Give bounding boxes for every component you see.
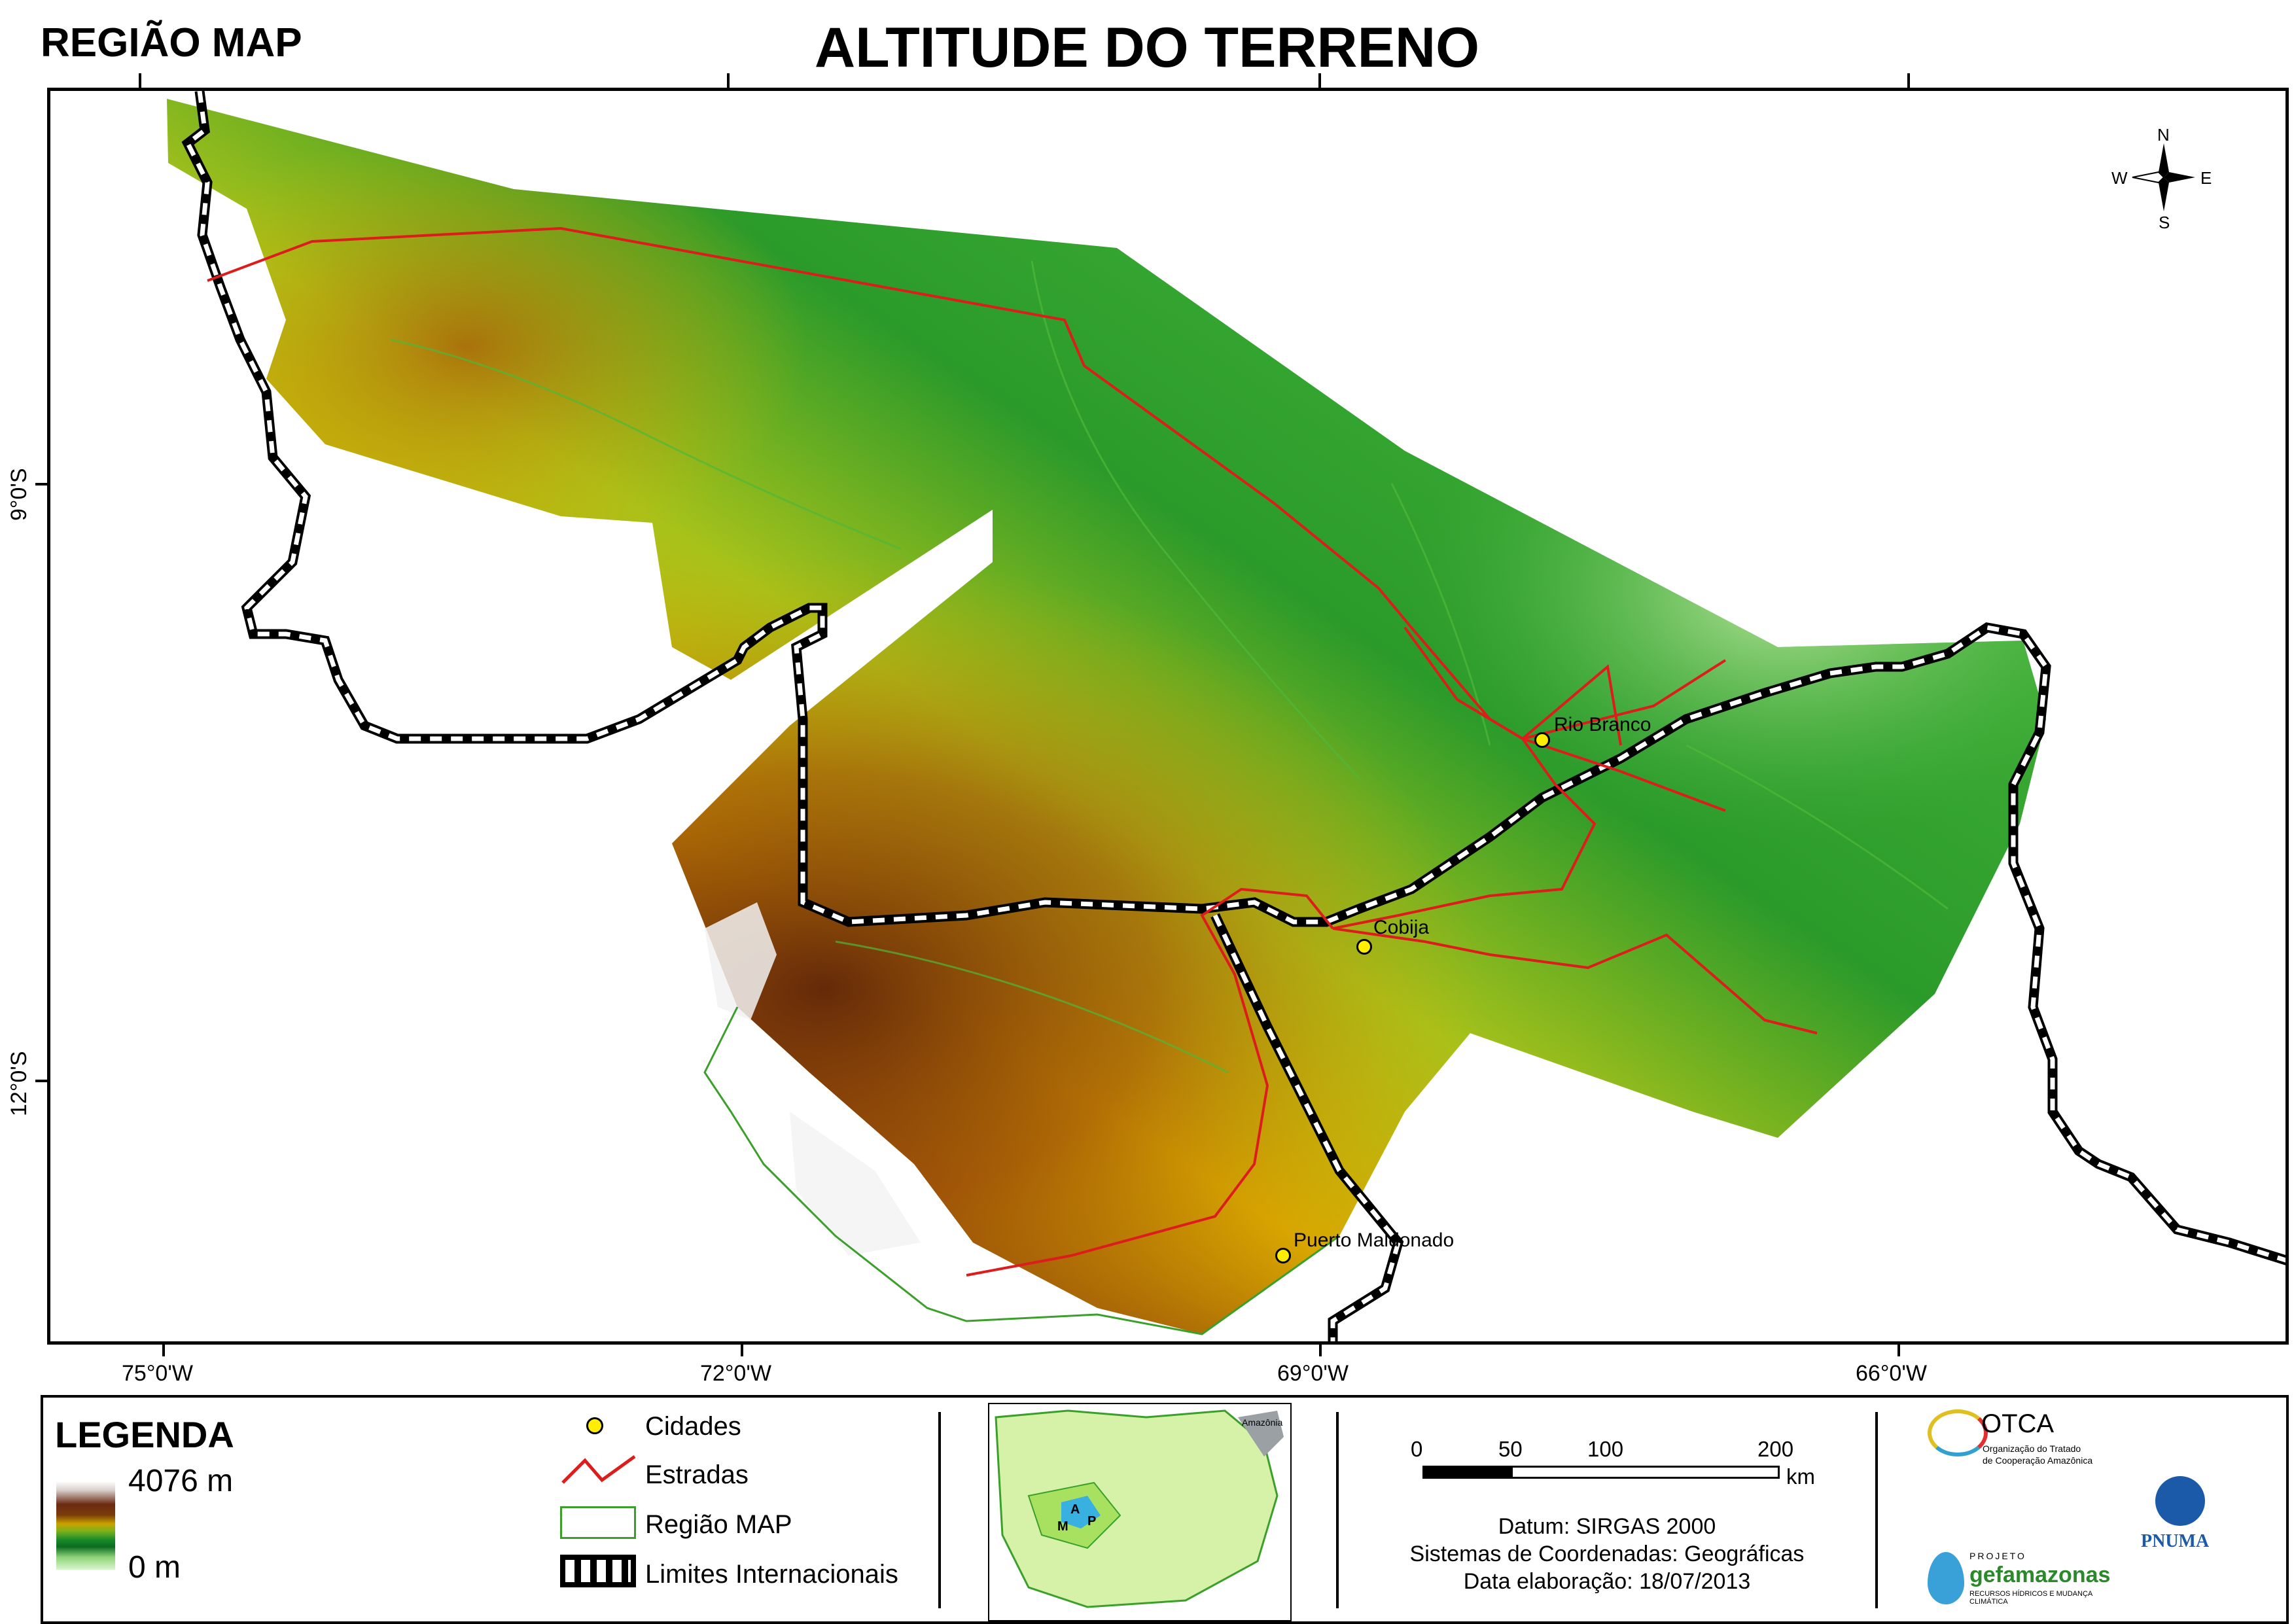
bottom-tick xyxy=(162,1345,165,1356)
top-tick xyxy=(727,73,730,88)
inset-letter-a: A xyxy=(1070,1502,1080,1517)
gef-drop-icon xyxy=(1928,1552,1964,1604)
bottom-tick xyxy=(741,1345,743,1356)
scale-label-100: 100 xyxy=(1587,1437,1624,1461)
compass-icon xyxy=(2132,143,2195,211)
legend-divider xyxy=(938,1412,941,1608)
otca-sub2: de Cooperação Amazônica xyxy=(1983,1455,2093,1466)
ramp-high-label: 4076 m xyxy=(128,1464,234,1498)
legend-divider xyxy=(1336,1412,1339,1608)
pnuma-logo: PNUMA xyxy=(2137,1476,2229,1555)
lat-label-12s: 12°0'S xyxy=(7,1051,31,1117)
top-tick xyxy=(1318,73,1321,88)
scale-label-0: 0 xyxy=(1411,1437,1423,1461)
region-title: REGIÃO MAP xyxy=(41,20,302,65)
legend-item-limites: Limites Internacionais xyxy=(645,1560,898,1589)
top-tick xyxy=(139,73,141,88)
otca-emblem-icon xyxy=(1928,1409,1988,1456)
scale-label-50: 50 xyxy=(1498,1437,1523,1461)
un-emblem-icon xyxy=(2155,1476,2205,1526)
legend-item-regiao-map: Região MAP xyxy=(645,1510,792,1539)
scale-label-200: 200 xyxy=(1757,1437,1794,1461)
lat-label-9s: 9°0'S xyxy=(7,468,31,521)
crs-text: Sistemas de Coordenadas: Geográficas xyxy=(1409,1542,1805,1566)
north-arrow: N S W E xyxy=(2111,125,2212,232)
city-label-rio-branco: Rio Branco xyxy=(1554,714,1651,735)
scale-bar xyxy=(1422,1466,1780,1479)
gef-top: PROJETO xyxy=(1969,1551,2026,1561)
legend-item-estradas: Estradas xyxy=(645,1460,749,1489)
ramp-low-label: 0 m xyxy=(128,1550,181,1585)
roads xyxy=(207,226,1818,1277)
gef-name: gefamazonas xyxy=(1969,1562,2111,1587)
eastern-lowlands xyxy=(167,99,2046,1334)
otca-sub1: Organização do Tratado xyxy=(1983,1443,2081,1454)
bottom-tick xyxy=(1897,1345,1900,1356)
gef-sub: RECURSOS HÍDRICOS E MUDANÇA CLIMÁTICA xyxy=(1969,1590,2092,1606)
otca-name: OTCA xyxy=(1981,1409,2055,1438)
snow-peaks xyxy=(705,902,777,1020)
legend-item-cidades: Cidades xyxy=(645,1412,741,1441)
city-marker-puerto-maldonado[interactable] xyxy=(1275,1248,1291,1263)
border-line-icon xyxy=(560,1555,636,1587)
scale-unit: km xyxy=(1786,1464,1815,1489)
inset-letter-m: M xyxy=(1057,1519,1068,1534)
legend-panel: LEGENDA 4076 m 0 m Cidades Estradas Regi… xyxy=(41,1395,2289,1624)
elevation-map[interactable] xyxy=(50,91,2289,1345)
legend-divider xyxy=(1875,1412,1878,1608)
region-box-icon xyxy=(560,1506,636,1539)
lon-label-69w: 69°0'W xyxy=(1277,1361,1349,1386)
left-tick xyxy=(35,483,47,485)
lon-label-72w: 72°0'W xyxy=(700,1361,771,1386)
top-tick xyxy=(1907,73,1910,88)
elevation-ramp xyxy=(56,1481,115,1570)
date-text: Data elaboração: 18/07/2013 xyxy=(1463,1569,1751,1594)
inset-map: Amazônia A M P xyxy=(988,1403,1292,1621)
map-frame[interactable]: Rio Branco Cobija Puerto Maldonado N S W… xyxy=(47,88,2289,1345)
compass-e: E xyxy=(2200,168,2212,188)
page-title: ALTITUDE DO TERRENO xyxy=(814,16,1480,79)
map-metadata: Datum: SIRGAS 2000 Sistemas de Coordenad… xyxy=(1391,1513,1823,1595)
legend-title: LEGENDA xyxy=(55,1414,234,1455)
pnuma-text: PNUMA xyxy=(2141,1531,2210,1551)
snow-peaks xyxy=(790,1112,921,1256)
inset-letter-p: P xyxy=(1087,1514,1097,1528)
compass-w: W xyxy=(2111,168,2128,188)
bottom-tick xyxy=(1319,1345,1322,1356)
gef-logo: PROJETO gefamazonas RECURSOS HÍDRICOS E … xyxy=(1928,1549,2124,1615)
region-map-outline xyxy=(703,1006,1340,1335)
datum-text: Datum: SIRGAS 2000 xyxy=(1498,1514,1716,1539)
lon-label-75w: 75°0'W xyxy=(122,1361,193,1386)
city-point-icon xyxy=(586,1417,603,1434)
city-label-cobija: Cobija xyxy=(1373,917,1430,938)
city-label-puerto-maldonado: Puerto Maldonado xyxy=(1294,1229,1455,1251)
city-marker-cobija[interactable] xyxy=(1356,939,1372,955)
compass-n: N xyxy=(2157,125,2170,145)
road-line-icon xyxy=(561,1455,636,1484)
inset-amazonia-label: Amazônia xyxy=(1242,1417,1283,1428)
compass-s: S xyxy=(2159,213,2170,232)
city-marker-rio-branco[interactable] xyxy=(1534,732,1550,748)
lon-label-66w: 66°0'W xyxy=(1856,1361,1927,1386)
inset-south-america xyxy=(995,1409,1284,1608)
international-limits xyxy=(181,91,2285,1341)
left-tick xyxy=(35,1080,47,1082)
otca-logo: OTCA Organização do Tratado de Cooperaçã… xyxy=(1928,1407,2117,1485)
